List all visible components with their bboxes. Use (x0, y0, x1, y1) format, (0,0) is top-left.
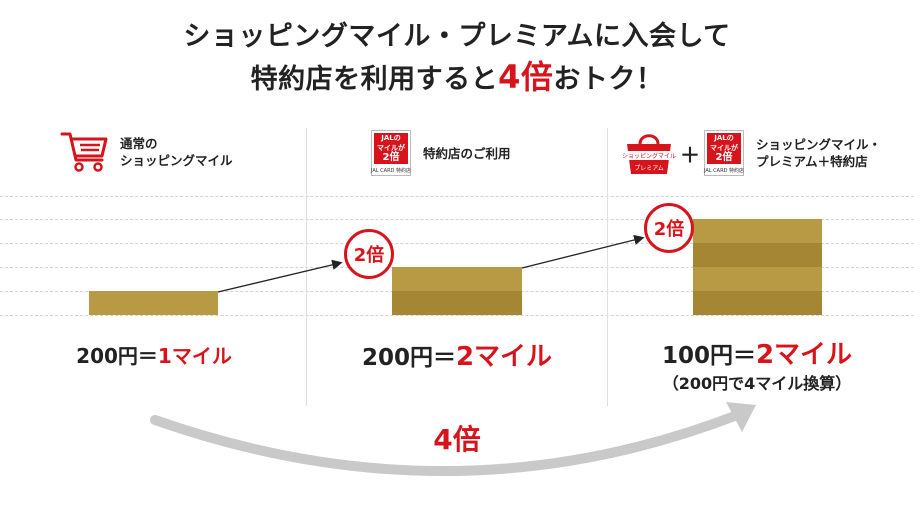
column-label: 特約店のご利用 (423, 145, 511, 162)
multiplier-circle: 2倍 (644, 203, 694, 253)
title-highlight: 4倍 (498, 58, 554, 96)
label-line: 通常の (120, 136, 158, 151)
badge-footer: JAL CARD 特約店 (704, 168, 745, 174)
badge-text: JALの (381, 134, 401, 142)
multiplier-circle: 2倍 (344, 229, 394, 279)
column-divider (306, 128, 307, 406)
gridline (0, 219, 914, 220)
rate-prefix: 200円＝ (361, 345, 456, 371)
column-header-tokuyakuten: JALの マイルが 2倍 JAL CARD 特約店 特約店のご利用 (371, 130, 511, 176)
rate-prefix: 200円＝ (76, 344, 158, 368)
mile-bar-1x (89, 291, 218, 315)
title-line2-suffix: おトク！ (553, 64, 664, 95)
title-line2: 特約店を利用すると4倍おトク！ (0, 57, 914, 100)
step-arrow (521, 234, 645, 269)
mile-bar-4x (693, 219, 822, 315)
badge-text: マイルが (377, 143, 405, 152)
label-line: ショッピングマイル・ (756, 137, 882, 152)
badge-text: マイルが (710, 143, 738, 152)
gridline (0, 196, 914, 197)
rate-highlight: 2マイル (755, 340, 853, 370)
rate-tokuyakuten: 200円＝2マイル (332, 336, 582, 373)
rate-prefix: 100円＝ (661, 343, 756, 369)
page-title: ショッピングマイル・プレミアムに入会して 特約店を利用すると4倍おトク！ (0, 16, 914, 100)
step-arrow (217, 259, 343, 293)
jal-tokuyakuten-badge: JALの マイルが 2倍 JAL CARD 特約店 (371, 130, 411, 176)
column-label: ショッピングマイル・ プレミアム＋特約店 (756, 136, 881, 170)
bag-bottom-text: プレミアム (634, 165, 664, 172)
badge-red-area: JALの マイルが 2倍 (374, 133, 408, 164)
rate-premium: 100円＝2マイル (630, 334, 884, 371)
badge-red-area: JALの マイルが 2倍 (707, 133, 741, 164)
rate-note: （200円で4マイル換算） (662, 374, 852, 393)
jal-tokuyakuten-badge: JALの マイルが 2倍 JAL CARD 特約店 (704, 130, 744, 176)
column-label: 通常の ショッピングマイル (120, 135, 233, 169)
plus-sign: ＋ (680, 142, 700, 167)
badge-text: JALの (714, 134, 734, 142)
title-line1: ショッピングマイル・プレミアムに入会して (183, 21, 731, 52)
column-divider (607, 128, 608, 406)
label-line: 特約店のご利用 (423, 145, 511, 161)
badge-footer: JAL CARD 特約店 (371, 168, 412, 174)
label-line: プレミアム＋特約店 (756, 154, 868, 169)
rate-normal: 200円＝1マイル (40, 340, 268, 369)
shopping-cart-icon (60, 132, 108, 172)
total-curve-arrowhead (726, 402, 756, 432)
column-header-premium: ショッピングマイル プレミアム ＋ JALの マイルが 2倍 JAL CARD … (622, 130, 881, 176)
rate-highlight: 1マイル (157, 344, 232, 368)
badge-text: 2倍 (382, 152, 400, 163)
gridline (0, 315, 914, 316)
title-line2-prefix: 特約店を利用すると (250, 64, 499, 95)
total-multiplier: 4倍 (433, 423, 481, 456)
badge-text: 2倍 (715, 152, 733, 163)
column-header-normal: 通常の ショッピングマイル (60, 130, 233, 174)
label-line: ショッピングマイル (120, 153, 233, 168)
shopping-bag-icon: ショッピングマイル プレミアム (622, 134, 676, 174)
total-curve-arrow (150, 409, 745, 477)
bag-top-text: ショッピングマイル (622, 152, 676, 160)
mile-bar-2x (392, 267, 522, 315)
rate-highlight: 2マイル (455, 342, 553, 372)
gridline (0, 243, 914, 244)
